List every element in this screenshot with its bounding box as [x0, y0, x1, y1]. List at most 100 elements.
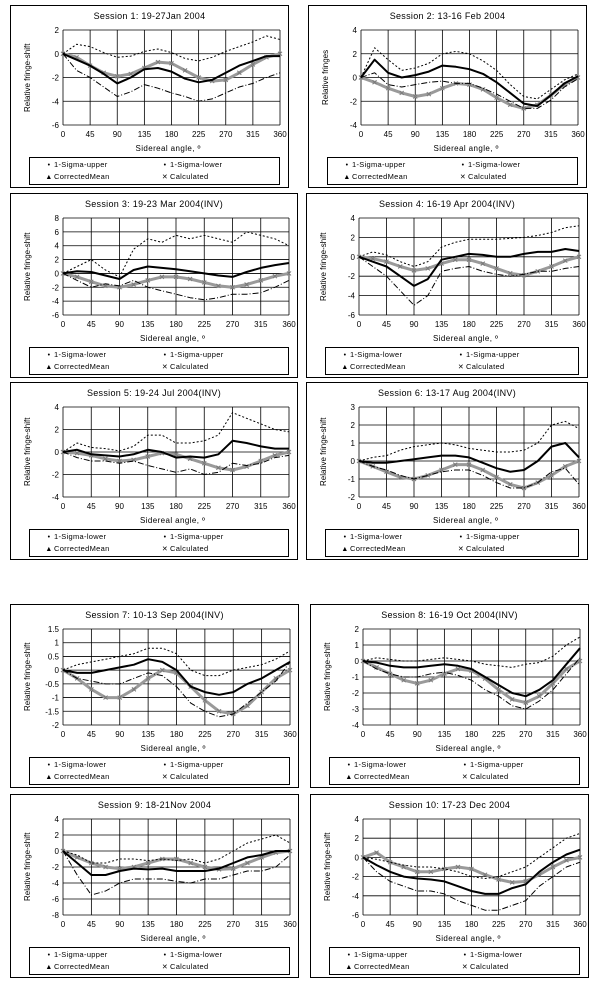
y-tick-label: -4 [348, 292, 356, 301]
chart-legend: • 1-Sigma-upper • 1-Sigma-lower ▲CorrectedMe… [29, 157, 280, 185]
series-line-1-sigma-upper [362, 636, 581, 668]
series-line-1-sigma-lower [358, 460, 580, 489]
legend-item-calculated: ✕ Calculated [456, 362, 504, 371]
data-point-calculated [397, 264, 403, 269]
data-point-calculated [466, 257, 472, 263]
chart-plot: 1.510.50-0.5-1-1.5-20 45 90 135 180 225 270 315… [45, 625, 297, 739]
x-tick-label: 360 [572, 502, 586, 511]
y-tick-label: 0.5 [48, 652, 60, 661]
legend-label: CorrectedMean [54, 172, 110, 181]
x-tick-label: 45 [382, 502, 391, 511]
x-tick-label: 360 [282, 320, 296, 329]
y-tick-label: 2 [55, 26, 60, 35]
x-tick-label: 315 [544, 130, 558, 139]
x-tick-label: 90 [410, 502, 419, 511]
x-tick-label: 225 [492, 730, 506, 739]
series-line-corrected-mean [62, 262, 290, 280]
x-tick-label: 315 [546, 730, 560, 739]
legend-marker-icon: • [459, 352, 463, 359]
y-tick-label: -3 [352, 705, 360, 714]
legend-marker-icon: ▲ [45, 774, 53, 781]
x-axis-label: Sidereal angle, º [140, 744, 206, 753]
legend-item-1-sigma-lower: • 1-Sigma-lower [160, 160, 222, 169]
y-tick-label: -4 [352, 721, 360, 730]
series-line-corrected-mean [362, 647, 581, 698]
series-line-1-sigma-lower [62, 53, 281, 102]
y-tick-label: -2 [52, 283, 60, 292]
data-point-calculated [414, 869, 420, 875]
legend-marker-icon: ▲ [345, 774, 353, 781]
x-tick-label: 135 [141, 920, 155, 929]
data-point-calculated [159, 667, 165, 673]
legend-item-1-sigma-upper: • 1-Sigma-upper [456, 532, 520, 541]
x-tick-label: 270 [517, 130, 531, 139]
chart-plot: 420-2-4-60 45 90 135 180 225 270 315 360 [348, 214, 586, 329]
x-tick-label: 225 [490, 502, 504, 511]
legend-item-calculated: ✕ Calculated [456, 544, 504, 553]
legend-item-calculated: ✕ Calculated [458, 172, 506, 181]
x-tick-label: 270 [517, 320, 531, 329]
data-point-calculated [182, 68, 188, 73]
legend-item-1-sigma-lower: • 1-Sigma-lower [44, 760, 106, 769]
y-tick-label: -2 [352, 873, 360, 882]
legend-marker-icon: ✕ [161, 546, 169, 553]
legend-label: Calculated [170, 962, 209, 971]
data-point-calculated [286, 271, 292, 276]
data-point-calculated [562, 464, 568, 469]
data-point-calculated [250, 62, 256, 67]
legend-marker-icon: ▲ [45, 364, 53, 371]
chart-legend: • 1-Sigma-lower • 1-Sigma-upper ▲CorrectedMe… [325, 529, 579, 557]
legend-marker-icon: • [343, 352, 347, 359]
x-tick-label: 45 [87, 920, 96, 929]
data-point-calculated [509, 697, 515, 702]
series-line-corrected-mean [62, 850, 290, 876]
data-point-calculated [103, 695, 108, 700]
legend-label: CorrectedMean [54, 362, 110, 371]
legend-item-calculated: ✕ Calculated [160, 362, 208, 371]
x-tick-label: 315 [546, 920, 560, 929]
legend-marker-icon: • [463, 762, 467, 769]
legend-marker-icon: • [163, 534, 167, 541]
data-point-calculated [272, 273, 278, 279]
legend-item-1-sigma-upper: • 1-Sigma-upper [456, 350, 520, 359]
y-tick-label: -1 [348, 475, 356, 484]
x-tick-label: 180 [462, 320, 476, 329]
data-point-calculated [576, 254, 582, 260]
x-tick-label: 90 [411, 130, 420, 139]
series-line-1-sigma-lower [62, 272, 290, 301]
x-tick-label: 315 [255, 920, 269, 929]
legend-marker-icon: • [461, 162, 465, 169]
x-tick-label: 90 [115, 730, 124, 739]
legend-marker-icon: ✕ [161, 774, 169, 781]
y-axis-label: Relative fringe-shift [23, 417, 32, 487]
data-point-calculated [202, 697, 208, 703]
x-tick-label: 135 [141, 730, 155, 739]
y-tick-label: 2 [355, 625, 360, 634]
data-point-calculated [372, 79, 377, 85]
x-tick-label: 360 [573, 920, 587, 929]
legend-label: 1-Sigma-upper [170, 350, 224, 359]
legend-label: Calculated [468, 172, 507, 181]
chart-panel-1: Session 1: 19-27Jan 2004 2 0 -2 -4 -6 0 45 90 135… [10, 5, 289, 188]
x-axis-label: Sidereal angle, º [140, 334, 206, 343]
chart-plot: 420-2-40 45 90 135 180 225 270 315 360 [52, 403, 296, 511]
y-tick-label: 2 [355, 834, 360, 843]
legend-item-1-sigma-lower: • 1-Sigma-lower [340, 532, 402, 541]
data-point-calculated [216, 465, 221, 471]
x-tick-label: 225 [198, 730, 212, 739]
y-axis-label: Relative fringe-shift [319, 417, 328, 487]
data-point-calculated [201, 460, 207, 466]
chart-plot: 420-2-4-60 45 90 135 180 225 270 315 360 [352, 815, 587, 929]
data-point-calculated [507, 270, 513, 276]
data-point-calculated [89, 686, 94, 692]
legend-label: 1-Sigma-upper [470, 760, 524, 769]
x-tick-label: 315 [254, 502, 268, 511]
legend-marker-icon: • [163, 352, 167, 359]
data-point-calculated [114, 73, 120, 79]
x-tick-label: 180 [465, 920, 479, 929]
data-point-calculated [494, 266, 499, 271]
x-tick-label: 360 [273, 130, 287, 139]
data-point-calculated [469, 866, 474, 872]
legend-item-corrected-mean: ▲CorrectedMean [340, 362, 406, 371]
data-point-calculated [411, 268, 417, 273]
